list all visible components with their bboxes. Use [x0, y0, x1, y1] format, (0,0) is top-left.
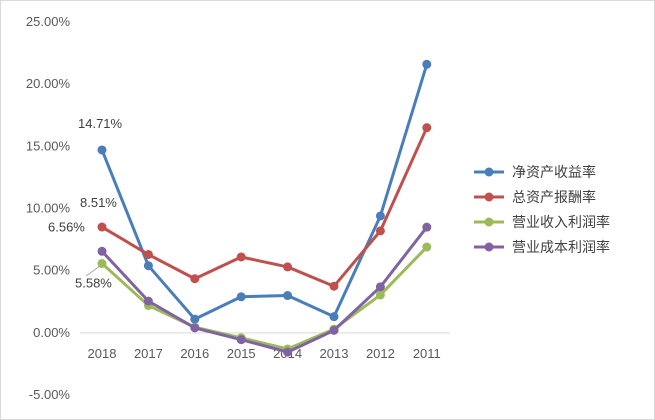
data-label: 8.51% — [80, 195, 117, 210]
y-tick-label: 15.00% — [26, 138, 71, 153]
data-point — [143, 296, 153, 306]
data-point — [283, 347, 293, 357]
series-lines — [97, 59, 432, 357]
x-tick-label: 2013 — [320, 346, 349, 361]
data-point — [375, 282, 385, 292]
series-line — [100, 62, 429, 321]
data-point — [190, 274, 200, 284]
x-tick-label: 2015 — [227, 346, 256, 361]
data-point — [329, 325, 339, 335]
data-labels: 14.71% 8.51% 6.56% 5.58% — [48, 116, 123, 291]
data-point — [283, 291, 293, 301]
data-point — [97, 246, 107, 256]
data-point — [329, 281, 339, 291]
data-point — [329, 312, 339, 322]
legend-item: 总资产报酬率 — [474, 189, 596, 206]
data-point — [422, 222, 432, 232]
y-tick-label: -5.00% — [29, 387, 71, 402]
series-line — [100, 225, 429, 354]
data-point — [143, 261, 153, 271]
data-point — [236, 292, 246, 302]
y-tick-label: 20.00% — [26, 76, 71, 91]
legend-marker — [484, 167, 494, 177]
data-point — [375, 226, 385, 236]
legend-marker — [484, 217, 494, 227]
data-point — [190, 323, 200, 333]
data-point — [97, 145, 107, 155]
data-point — [236, 335, 246, 345]
y-tick-label: 5.00% — [33, 263, 70, 278]
data-point — [143, 250, 153, 260]
y-axis-ticks: 25.00% 20.00% 15.00% 10.00% 5.00% 0.00% -5.00% — [26, 14, 71, 402]
x-tick-label: 2017 — [134, 346, 163, 361]
legend-item: 净资产收益率 — [474, 164, 596, 181]
legend-label: 总资产报酬率 — [512, 189, 596, 206]
legend-marker — [484, 242, 494, 252]
data-point — [97, 222, 107, 232]
legend-item: 营业成本利润率 — [474, 239, 610, 256]
data-point — [190, 314, 200, 324]
data-point — [422, 242, 432, 252]
data-point — [422, 123, 432, 133]
data-point — [375, 211, 385, 221]
x-axis-ticks: 20182017201620152014201320122011 — [88, 346, 441, 361]
legend-label: 营业收入利润率 — [512, 214, 610, 231]
x-tick-label: 2018 — [88, 346, 117, 361]
x-tick-label: 2016 — [180, 346, 209, 361]
x-tick-label: 2012 — [366, 346, 395, 361]
series-4 — [97, 222, 432, 357]
y-tick-label: 0.00% — [33, 325, 70, 340]
series-line — [100, 245, 429, 351]
y-tick-label: 25.00% — [26, 14, 71, 29]
data-point — [422, 59, 432, 69]
data-point — [283, 262, 293, 272]
label-leader-line — [85, 265, 101, 277]
legend-marker — [484, 192, 494, 202]
data-point — [375, 290, 385, 300]
legend-label: 净资产收益率 — [512, 164, 596, 181]
series-line — [100, 126, 429, 288]
legend-item: 营业收入利润率 — [474, 214, 610, 231]
data-label: 5.58% — [75, 275, 112, 290]
data-point — [236, 252, 246, 262]
data-label: 6.56% — [48, 219, 85, 234]
y-tick-label: 10.00% — [26, 201, 71, 216]
series-2 — [97, 123, 432, 291]
series-1 — [97, 59, 432, 324]
x-tick-label: 2011 — [413, 346, 441, 361]
legend-label: 营业成本利润率 — [512, 239, 610, 256]
data-label: 14.71% — [78, 116, 123, 131]
